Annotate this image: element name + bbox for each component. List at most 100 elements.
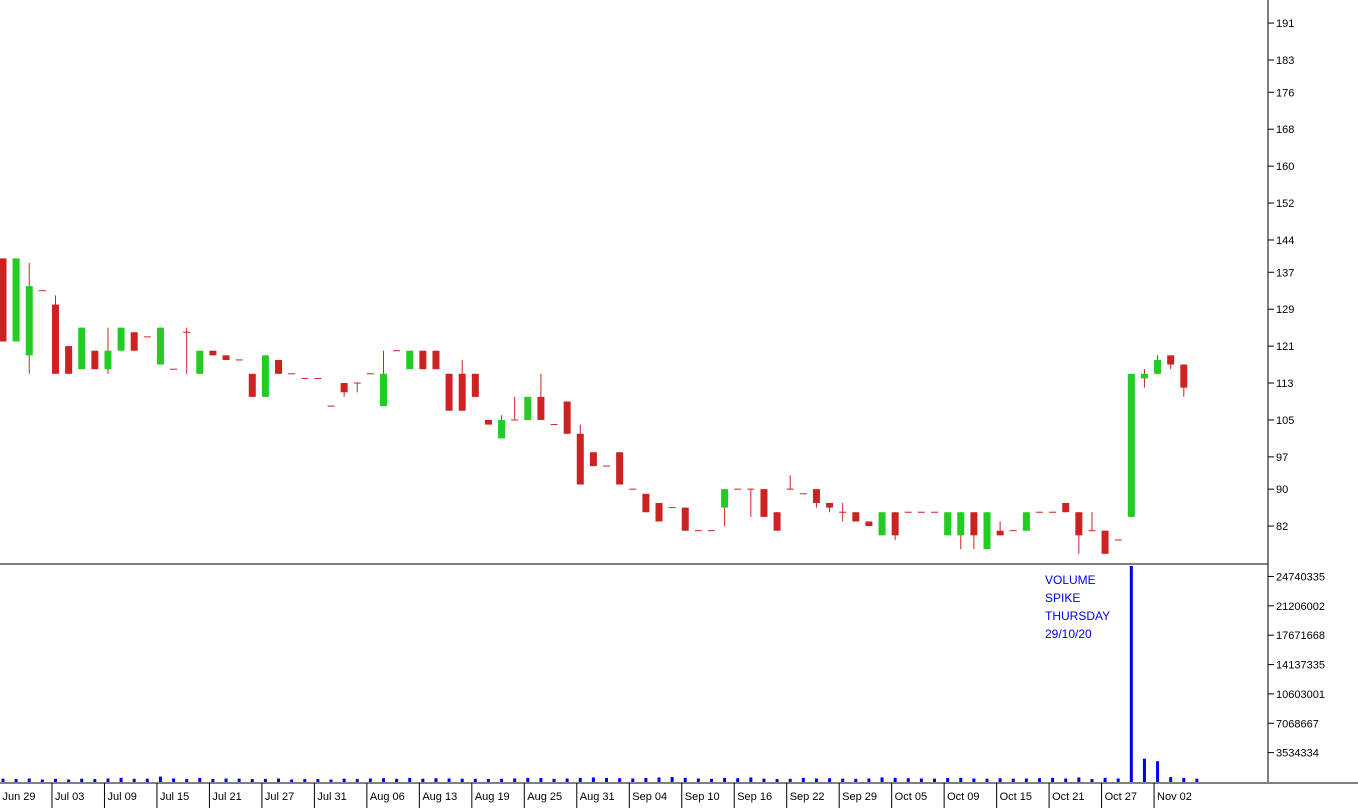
candle xyxy=(222,355,230,360)
candle-body-up xyxy=(1154,359,1162,374)
volume-bar xyxy=(1051,777,1055,782)
candle-body-up xyxy=(1140,373,1148,379)
price-tick-label: 113 xyxy=(1276,378,1294,390)
volume-bar xyxy=(1195,778,1199,782)
candle-body-up xyxy=(104,350,112,370)
candle xyxy=(786,475,794,490)
price-tick-label: 144 xyxy=(1276,235,1294,247)
candle-body-up xyxy=(156,327,164,365)
volume-bar xyxy=(434,778,438,782)
x-tick-label: Sep 29 xyxy=(842,791,877,803)
candle xyxy=(616,452,624,485)
candle-body-down xyxy=(642,493,650,513)
candle xyxy=(445,373,453,411)
candle xyxy=(773,512,781,531)
volume-bar xyxy=(460,778,464,782)
candle xyxy=(970,512,978,550)
volume-bar xyxy=(1182,777,1186,782)
candle-body-up xyxy=(878,512,886,536)
candle xyxy=(878,512,886,536)
candle xyxy=(1154,355,1162,374)
volume-bar xyxy=(696,778,700,782)
price-tick-label: 152 xyxy=(1276,198,1294,210)
candle xyxy=(406,350,414,370)
candle-body-down xyxy=(1101,530,1109,554)
volume-bar xyxy=(723,777,727,782)
volume-bar xyxy=(775,779,779,782)
candle xyxy=(812,489,820,508)
candle xyxy=(839,503,847,522)
volume-bar xyxy=(985,778,989,782)
volume-bar xyxy=(1103,777,1107,782)
volume-bar xyxy=(998,778,1002,782)
volume-bar xyxy=(237,778,241,782)
candle-body-down xyxy=(130,332,138,351)
volume-bar xyxy=(552,778,556,782)
volume-bar xyxy=(1077,777,1081,782)
volume-tick-label: 24740335 xyxy=(1276,571,1325,583)
candle xyxy=(458,359,466,411)
candle-body-up xyxy=(721,489,729,508)
volume-bar xyxy=(40,779,44,782)
x-tick-label: Jul 31 xyxy=(317,791,346,803)
candle xyxy=(655,503,663,522)
candle xyxy=(996,521,1004,536)
volume-bar xyxy=(1024,778,1028,782)
volume-bar xyxy=(106,778,110,782)
volume-bar xyxy=(709,778,713,782)
volume-bar xyxy=(618,778,622,782)
volume-bar xyxy=(14,779,18,782)
x-tick-label: Aug 25 xyxy=(527,791,562,803)
volume-bar xyxy=(814,778,818,782)
candle xyxy=(1167,355,1175,370)
volume-bar xyxy=(277,778,281,782)
candle xyxy=(117,327,125,351)
volume-bar xyxy=(290,779,294,782)
volume-bar xyxy=(395,778,399,782)
candle xyxy=(183,327,191,374)
x-tick-label: Sep 22 xyxy=(790,791,825,803)
candle xyxy=(1062,503,1070,513)
candle xyxy=(826,503,834,513)
candle xyxy=(209,350,217,356)
candle xyxy=(1088,512,1096,532)
volume-tick-label: 21206002 xyxy=(1276,601,1325,613)
volume-bar xyxy=(473,778,477,782)
x-tick-label: Oct 15 xyxy=(1000,791,1032,803)
price-tick-label: 105 xyxy=(1276,415,1294,427)
candle xyxy=(12,258,20,342)
volume-bar xyxy=(250,779,254,782)
candle-body-down xyxy=(1167,355,1175,365)
x-tick-label: Oct 27 xyxy=(1105,791,1137,803)
x-tick-label: Aug 13 xyxy=(422,791,457,803)
volume-bar xyxy=(828,778,832,782)
candle xyxy=(944,512,952,536)
volume-bar xyxy=(1011,778,1015,782)
candle xyxy=(498,415,506,439)
candle xyxy=(524,396,532,420)
candle xyxy=(275,359,283,374)
candle-body-up xyxy=(1127,373,1135,517)
volume-bar xyxy=(185,779,189,782)
volume-bar xyxy=(959,777,963,782)
volume-tick-label: 17671668 xyxy=(1276,630,1325,642)
candle xyxy=(589,452,597,467)
volume-bar xyxy=(578,777,582,782)
price-pane xyxy=(0,258,1188,554)
x-tick-label: Jul 03 xyxy=(55,791,84,803)
candle-body-down xyxy=(773,512,781,531)
candle-body-up xyxy=(117,327,125,351)
volume-bar xyxy=(841,778,845,782)
volume-bar xyxy=(198,777,202,782)
price-tick-label: 176 xyxy=(1276,87,1294,99)
volume-bar xyxy=(145,778,149,782)
candle xyxy=(721,489,729,527)
volume-bar xyxy=(591,777,595,782)
candle xyxy=(0,258,7,342)
volume-tick-label: 7068667 xyxy=(1276,718,1319,730)
volume-bar xyxy=(342,778,346,782)
candle-body-up xyxy=(983,512,991,550)
price-tick-label: 129 xyxy=(1276,304,1294,316)
volume-bar xyxy=(80,778,84,782)
